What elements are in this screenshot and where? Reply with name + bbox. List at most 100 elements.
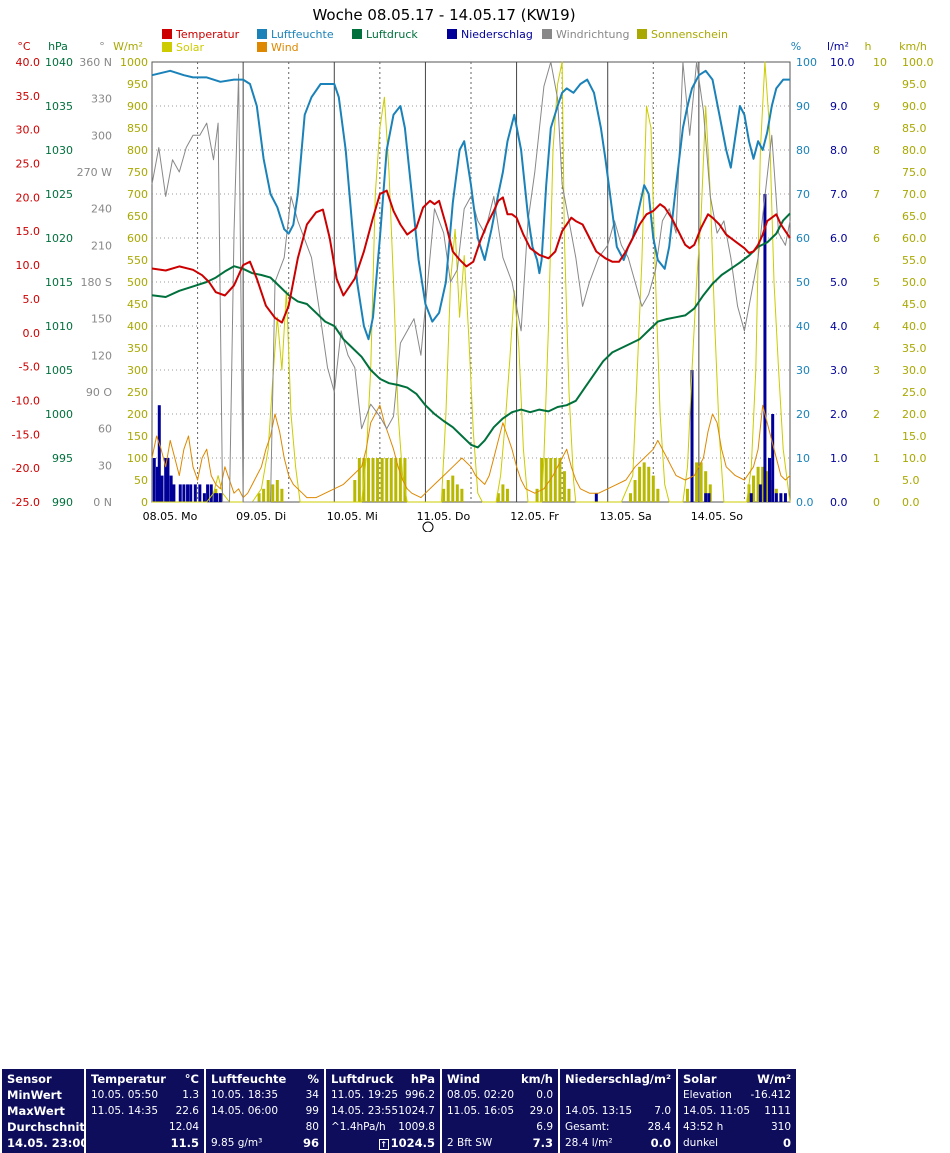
niederschlag-current-value: 0.0 [650, 1136, 671, 1150]
rain-bar [758, 484, 762, 502]
luftfeuchte-header: Luftfeuchte [211, 1072, 287, 1086]
luftfeuchte-column: Luftfeuchte% 10.05. 18:35 34 14.05. 06:00… [206, 1069, 324, 1153]
rain-bar [771, 414, 775, 502]
sunshine-bar [651, 475, 655, 502]
luftdruck-min-value: 996.2 [404, 1089, 435, 1101]
rain-bar [157, 405, 161, 502]
axis-tick-solar: 50 [134, 474, 148, 487]
axis-tick-humidity: 20 [796, 408, 810, 421]
sunshine-bar [549, 458, 553, 502]
axis-tick-sunshine: 2 [873, 408, 880, 421]
axis-tick-temp: -15.0 [12, 428, 40, 441]
niederschlag-total-value: 28.4 [647, 1121, 671, 1133]
rain-bar [774, 493, 778, 502]
x-tick-label: 09.05. Di [236, 510, 286, 523]
axis-tick-solar: 950 [127, 78, 148, 91]
sensor-header: Sensor [7, 1072, 52, 1086]
axis-tick-pressure: 1010 [45, 320, 73, 333]
temperatur-current-value: 11.5 [170, 1136, 199, 1150]
axis-tick-solar: 350 [127, 342, 148, 355]
luftfeuchte-max-value: 99 [305, 1105, 319, 1117]
axis-tick-solar: 550 [127, 254, 148, 267]
axis-tick-temp: -25.0 [12, 496, 40, 509]
luftdruck-unit: hPa [410, 1072, 435, 1086]
sunshine-bar [266, 480, 270, 502]
durchschnitt-label: Durchschnitt [7, 1120, 91, 1134]
x-tick-label: 10.05. Mi [327, 510, 378, 523]
axis-tick-humidity: 90 [796, 100, 810, 113]
axis-tick-direction: 300 [91, 129, 112, 142]
axis-tick-sunshine: 4 [873, 320, 880, 333]
rain-bar [202, 493, 206, 502]
axis-tick-pressure: 990 [52, 496, 73, 509]
legend-label: Windrichtung [556, 28, 629, 41]
axis-tick-sunshine: 6 [873, 232, 880, 245]
axis-tick-solar: 100 [127, 452, 148, 465]
temperatur-unit: °C [184, 1072, 199, 1086]
sunshine-bar [275, 480, 279, 502]
current-time-label: 14.05. 23:00 [7, 1136, 89, 1150]
axis-tick-temp: 10.0 [16, 259, 41, 272]
luftdruck-current-number: 1024.5 [390, 1136, 435, 1150]
wind-unit: km/h [520, 1072, 553, 1086]
legend-label: Niederschlag [461, 28, 533, 41]
summary-panel: Sensor MinWert MaxWert Durchschnitt 14.0… [0, 532, 950, 1153]
sunshine-bar [695, 462, 699, 502]
axis-tick-direction: 90 O [86, 386, 112, 399]
axis-tick-wind: 45.0 [902, 298, 927, 311]
luftfeuchte-avg-value: 80 [305, 1121, 319, 1133]
temperatur-header: Temperatur [91, 1072, 166, 1086]
axis-tick-direction: 0 N [93, 496, 112, 509]
wind-header: Wind [447, 1072, 481, 1086]
x-tick-label: 14.05. So [691, 510, 743, 523]
luftdruck-min-time: 11.05. 19:25 [331, 1089, 398, 1101]
maxwert-label: MaxWert [7, 1104, 65, 1118]
rain-bar [594, 493, 598, 502]
axis-tick-solar: 650 [127, 210, 148, 223]
axis-unit-temp: °C [17, 40, 31, 53]
axis-tick-humidity: 30 [796, 364, 810, 377]
axis-tick-wind: 15.0 [902, 430, 927, 443]
legend-label: Temperatur [175, 28, 240, 41]
sunshine-bar [756, 466, 760, 502]
sunshine-bar [366, 458, 370, 502]
axis-tick-wind: 85.0 [902, 122, 927, 135]
sunshine-bar [647, 466, 651, 502]
wind-min-value: 0.0 [536, 1089, 553, 1101]
axis-tick-wind: 100.0 [902, 56, 934, 69]
niederschlag-max-value: 7.0 [654, 1105, 671, 1117]
sunshine-bar [280, 488, 284, 502]
sunshine-bar [567, 488, 571, 502]
legend-swatch [162, 29, 172, 39]
axis-tick-solar: 500 [127, 276, 148, 289]
x-tick-label: 11.05. Do [417, 510, 471, 523]
rain-bar [783, 493, 787, 502]
temperatur-avg-value: 12.04 [168, 1121, 199, 1133]
axis-unit-pressure: hPa [48, 40, 68, 53]
rain-bar [206, 484, 210, 502]
temperatur-max-value: 22.6 [175, 1105, 199, 1117]
axis-tick-sunshine: 8 [873, 144, 880, 157]
rain-bar [209, 484, 213, 502]
axis-tick-pressure: 995 [52, 452, 73, 465]
axis-tick-solar: 700 [127, 188, 148, 201]
sunshine-bar [761, 466, 765, 502]
axis-tick-temp: -10.0 [12, 394, 40, 407]
axis-tick-direction: 210 [91, 239, 112, 252]
axis-tick-pressure: 1040 [45, 56, 73, 69]
axis-tick-wind: 65.0 [902, 210, 927, 223]
axis-tick-solar: 850 [127, 122, 148, 135]
luftdruck-column: Luftdruck hPa 11.05. 19:25 996.2 14.05. 23… [326, 1069, 440, 1153]
solar-avg-value: 310 [770, 1121, 791, 1133]
wind-min-time: 08.05. 02:20 [447, 1089, 514, 1101]
sunshine-bar [501, 484, 505, 502]
solar-sunshine-hours: 43:52 h [683, 1121, 724, 1133]
axis-tick-humidity: 40 [796, 320, 810, 333]
sunshine-bar [353, 480, 357, 502]
sunshine-bar [389, 458, 393, 502]
sunshine-bar [451, 475, 455, 502]
rain-bar [169, 475, 173, 502]
rain-bar [704, 493, 708, 502]
axis-unit-solar: W/m² [113, 40, 143, 53]
sunshine-bar [704, 471, 708, 502]
